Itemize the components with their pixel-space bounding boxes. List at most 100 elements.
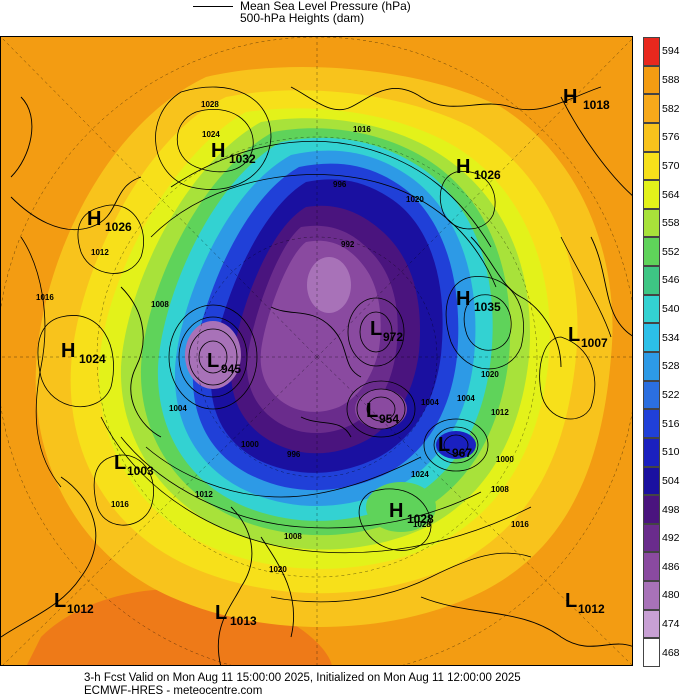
high-1028-fill — [366, 482, 436, 532]
pressure-system: L 945 — [207, 350, 241, 376]
colorbar-swatch — [643, 466, 660, 496]
system-value: 954 — [379, 412, 399, 426]
system-letter: H — [389, 500, 403, 522]
colorbar-tick-label: 534 — [662, 331, 680, 344]
isobar-label: 1004 — [421, 398, 439, 407]
isobar-label: 1008 — [491, 485, 509, 494]
colorbar-tick-label: 564 — [662, 188, 680, 201]
system-letter: H — [456, 156, 470, 178]
system-value: 1024 — [79, 352, 106, 366]
colorbar-swatch — [643, 581, 660, 610]
system-value: 1018 — [583, 98, 610, 112]
colorbar-swatch — [643, 437, 660, 467]
pressure-system: L 972 — [370, 318, 403, 344]
isobar-label: 1016 — [511, 520, 529, 529]
isobar-label: 996 — [333, 180, 347, 189]
colorbar-tick-label: 474 — [662, 618, 680, 631]
colorbar-swatch — [643, 552, 660, 582]
lat-lon-grid — [1, 37, 632, 665]
system-letter: H — [456, 288, 470, 310]
footer: 3-h Fcst Valid on Mon Aug 11 15:00:00 20… — [0, 669, 681, 700]
colorbar-tick-label: 576 — [662, 131, 680, 144]
system-value: 1007 — [581, 336, 608, 350]
colorbar-tick-label: 498 — [662, 503, 680, 516]
pressure-system: H 1024 — [61, 340, 106, 366]
coastlines — [1, 86, 632, 665]
colorbar-swatch — [643, 151, 660, 181]
system-value: 1013 — [230, 614, 257, 628]
colorbar-tick-label: 546 — [662, 274, 680, 287]
colorbar-tick-label: 510 — [662, 446, 680, 459]
isobar-label: 1020 — [406, 195, 424, 204]
colorbar-swatch — [643, 180, 660, 209]
colorbar-tick-label: 504 — [662, 474, 680, 487]
pressure-system: H 1026 — [87, 208, 132, 234]
isobar-label: 996 — [287, 450, 301, 459]
colorbar-swatch — [643, 208, 660, 238]
map-canvas: 1028 1024 1020 1016 1012 1008 1004 1000 … — [1, 37, 632, 665]
pressure-system: L 1012 — [565, 590, 605, 616]
colorbar-swatch — [643, 65, 660, 95]
colorbar-tick-label: 558 — [662, 217, 680, 230]
isobar-label: 1000 — [496, 455, 514, 464]
pressure-system: L 954 — [366, 400, 399, 426]
system-letter: L — [565, 590, 577, 612]
isobar-label: 1020 — [269, 565, 287, 574]
isobar-label: 1004 — [457, 394, 475, 403]
colorbar-tick-label: 594 — [662, 45, 680, 58]
colorbar-tick-label: 570 — [662, 159, 680, 172]
system-value: 967 — [452, 446, 472, 460]
pressure-system: H 1028 — [389, 500, 434, 526]
isobars — [20, 86, 612, 603]
system-letter: L — [438, 434, 450, 456]
system-letter: L — [366, 400, 378, 422]
colorbar-tick-label: 516 — [662, 417, 680, 430]
isobar-label: 1020 — [481, 370, 499, 379]
system-value: 1035 — [474, 300, 501, 314]
pressure-system: H 1018 — [563, 86, 610, 112]
polar-vortex-core-fill — [307, 257, 351, 313]
pressure-system: H 1035 — [456, 288, 501, 314]
isobar-label: 1016 — [353, 125, 371, 134]
isobar-labels: 1028 1024 1020 1016 1012 1008 1004 1000 … — [36, 100, 529, 574]
system-letter: H — [61, 340, 75, 362]
height-colorbar: 594 588 582 576 570 564 558 552 546 540 534 528 522 5… — [643, 37, 681, 667]
colorbar-swatch — [643, 609, 660, 639]
colorbar-tick-label: 540 — [662, 303, 680, 316]
isobar-label: 1012 — [91, 248, 109, 257]
forecast-valid-text: 3-h Fcst Valid on Mon Aug 11 15:00:00 20… — [84, 672, 521, 684]
heights-legend-label: 500-hPa Heights (dam) — [240, 11, 365, 25]
isobar-label: 992 — [341, 240, 355, 249]
pressure-systems: H 1018 H 1032 H 1026 H 1026 H 1035 L 1007 H 102… — [54, 86, 610, 628]
colorbar-swatch — [643, 294, 660, 324]
system-value: 1012 — [578, 602, 605, 616]
colorbar-tick-label: 486 — [662, 560, 680, 573]
isobar-legend-line — [193, 6, 233, 7]
isobar-label: 1024 — [202, 130, 220, 139]
low-center-945-fill — [185, 321, 241, 389]
system-letter: L — [207, 350, 219, 372]
isobar-label: 1008 — [151, 300, 169, 309]
isobar-label: 1000 — [241, 440, 259, 449]
system-letter: H — [211, 140, 225, 162]
isobar-label: 1008 — [284, 532, 302, 541]
mslp-legend-label: Mean Sea Level Pressure (hPa) — [240, 0, 411, 13]
colorbar-swatch — [643, 323, 660, 352]
colorbar-swatch — [643, 638, 660, 667]
pressure-system: L 1007 — [568, 324, 608, 350]
isobar-label: 1012 — [491, 408, 509, 417]
isobar-label: 1004 — [169, 404, 187, 413]
low-center-954-fill — [355, 389, 407, 429]
colorbar-tick-label: 588 — [662, 73, 680, 86]
colorbar-tick-label: 582 — [662, 102, 680, 115]
colorbar-swatch — [643, 409, 660, 438]
colorbar-tick-label: 468 — [662, 646, 680, 659]
colorbar-tick-label: 522 — [662, 388, 680, 401]
pressure-system: H 1026 — [456, 156, 501, 182]
colorbar-swatch — [643, 266, 660, 295]
colorbar-swatch — [643, 352, 660, 381]
pressure-system: L 1003 — [114, 452, 154, 478]
forecast-map: 1028 1024 1020 1016 1012 1008 1004 1000 … — [0, 36, 633, 666]
system-letter: L — [568, 324, 580, 346]
colorbar-swatch — [643, 237, 660, 267]
